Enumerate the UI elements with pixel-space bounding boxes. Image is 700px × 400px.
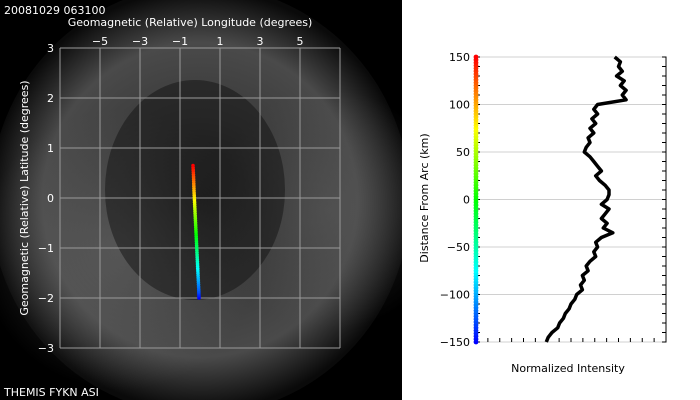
timestamp-label: 20081029 063100	[4, 4, 105, 17]
profile-y-axis-title: Distance From Arc (km)	[418, 133, 431, 262]
map-y-tick-label: 1	[47, 142, 54, 155]
profile-y-tick-labels: −150 −100 −50 0 50 100 150	[440, 51, 470, 349]
arc-point	[191, 163, 195, 168]
station-caption: THEMIS FYKN ASI	[3, 386, 99, 399]
map-x-tick-labels: −5 −3 −1 1 3 5	[92, 35, 304, 48]
intensity-profile-line	[544, 55, 628, 343]
map-y-tick-label: −2	[38, 292, 54, 305]
profile-y-tick-label: −100	[440, 289, 470, 302]
colorbar-dot	[473, 54, 479, 60]
map-x-tick-label: −1	[172, 35, 188, 48]
map-x-tick-label: −3	[132, 35, 148, 48]
profile-y-tick-label: 100	[449, 99, 470, 112]
profile-y-tick-label: 0	[463, 194, 470, 207]
asi-image-panel: −5 −3 −1 1 3 5 −3 −2 −1 0 1 2 3 20081029 063100 Geo…	[0, 0, 402, 400]
asi-map-svg: −5 −3 −1 1 3 5 −3 −2 −1 0 1 2 3 20081029 063100 Geo…	[0, 0, 402, 400]
map-y-tick-label: −3	[38, 342, 54, 355]
map-y-axis-title: Geomagnetic (Relative) Latitude (degrees…	[18, 80, 31, 315]
profile-y-tick-label: −50	[447, 241, 470, 254]
map-y-tick-label: 0	[47, 192, 54, 205]
map-x-tick-label: 5	[297, 35, 304, 48]
map-y-tick-label: −1	[38, 242, 54, 255]
map-x-axis-title: Geomagnetic (Relative) Longitude (degree…	[68, 16, 313, 29]
profile-x-axis-title: Normalized Intensity	[511, 362, 625, 375]
map-y-tick-label: 2	[47, 92, 54, 105]
map-x-tick-label: 1	[217, 35, 224, 48]
profile-y-tick-label: 50	[456, 146, 470, 159]
profile-y-tick-label: −150	[440, 336, 470, 349]
map-x-tick-label: −5	[92, 35, 108, 48]
distance-colorbar	[473, 54, 479, 345]
map-y-tick-labels: −3 −2 −1 0 1 2 3	[38, 42, 54, 355]
map-y-tick-label: 3	[47, 42, 54, 55]
profile-chart-svg: −150 −100 −50 0 50 100 150 Distance From Arc (…	[418, 51, 667, 375]
profile-y-tick-label: 150	[449, 51, 470, 64]
map-x-tick-label: 3	[257, 35, 264, 48]
arc-trace	[191, 163, 201, 300]
profile-panel: −150 −100 −50 0 50 100 150 Distance From Arc (…	[402, 0, 700, 400]
